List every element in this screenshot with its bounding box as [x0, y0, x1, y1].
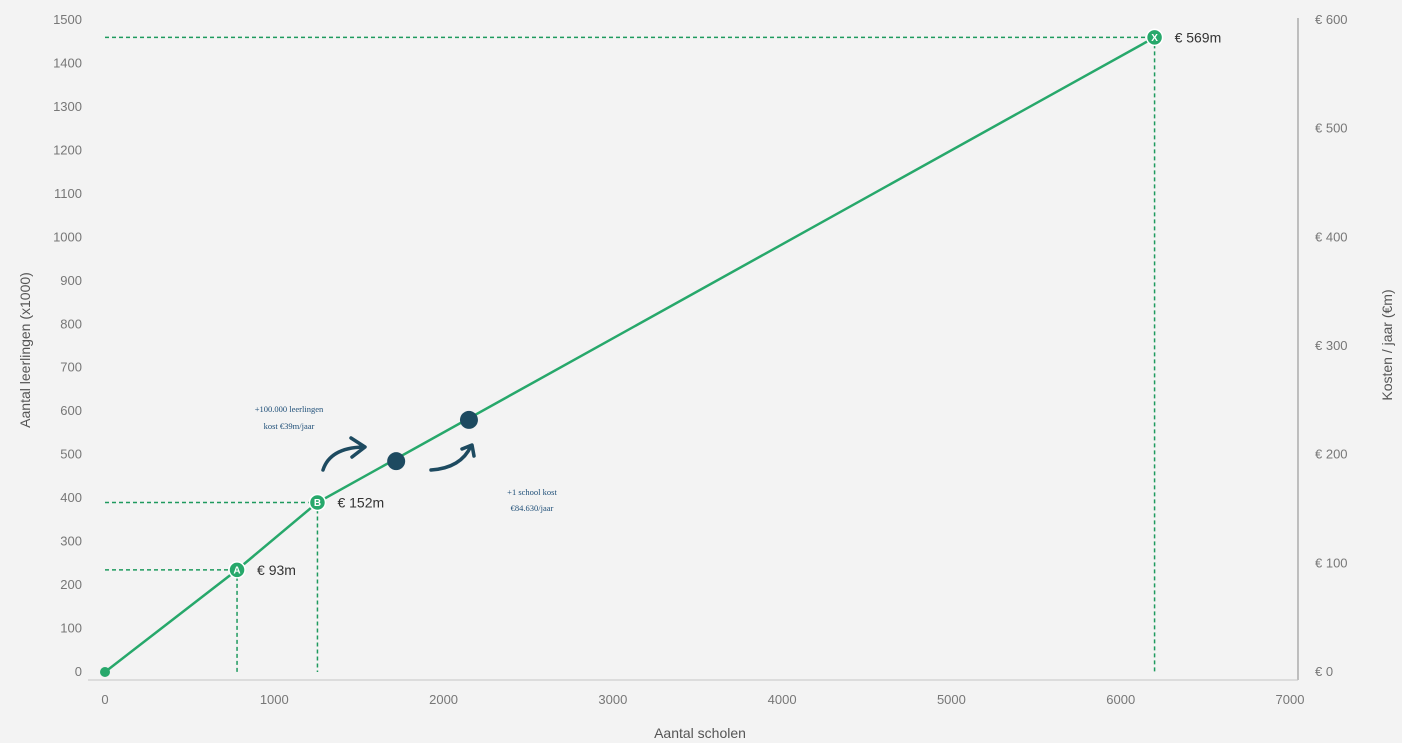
y-tick-label: 1000	[53, 229, 82, 244]
arrow-left-head-icon	[349, 436, 367, 459]
y-tick-label: 1300	[53, 99, 82, 114]
y-tick-label: 1400	[53, 55, 82, 70]
marker-circle	[1145, 28, 1164, 47]
cost-label: € 93m	[257, 562, 296, 578]
right-y-tick-label: € 400	[1315, 229, 1348, 244]
y-tick-label: 1200	[53, 142, 82, 157]
markers-layer: A € 93m B € 152m X € 569m	[228, 28, 1222, 579]
marker-a: A € 93m	[228, 561, 296, 579]
series-line	[104, 36, 1156, 673]
arrow-left-icon	[321, 445, 365, 472]
y-tick-label: 0	[75, 664, 82, 679]
marker-circle	[228, 561, 246, 579]
right-y-tick-labels: € 0 € 100 € 200 € 300 € 400 € 500 € 600	[1315, 12, 1348, 679]
y-tick-label: 100	[60, 621, 82, 636]
y-tick-label: 700	[60, 360, 82, 375]
annotation-2-line-2: €84.630/jaar	[511, 503, 554, 513]
arrows-layer	[321, 436, 476, 472]
y-tick-label: 200	[60, 577, 82, 592]
cost-label: € 569m	[1175, 29, 1222, 45]
right-y-tick-label: € 0	[1315, 664, 1333, 679]
marker-letter: X	[1151, 33, 1158, 44]
annotation-2-line-1: +1 school kost	[507, 487, 557, 497]
right-y-tick-label: € 200	[1315, 447, 1348, 462]
marker-letter: A	[233, 565, 240, 576]
marker-b: B € 152m	[308, 493, 384, 512]
x-tick-labels: 0 1000 2000 3000 4000 5000 6000 7000	[101, 692, 1304, 707]
x-tick-label: 1000	[260, 692, 289, 707]
highlight-point	[459, 410, 478, 429]
arrow-right-head-icon	[460, 443, 476, 458]
y-tick-label: 900	[60, 273, 82, 288]
marker-circle	[308, 493, 327, 512]
x-tick-label: 5000	[937, 692, 966, 707]
annotation-1-line-1: +100.000 leerlingen	[255, 404, 324, 414]
y-tick-label: 800	[60, 316, 82, 331]
y-tick-label: 1100	[54, 186, 82, 201]
y-tick-label: 400	[60, 490, 82, 505]
marker-x: X € 569m	[1145, 28, 1222, 47]
right-y-tick-label: € 600	[1315, 12, 1348, 27]
highlight-point	[387, 452, 406, 471]
y-tick-label: 300	[60, 534, 82, 549]
x-tick-label: 6000	[1106, 692, 1135, 707]
origin-point	[100, 667, 110, 677]
cost-label: € 152m	[337, 494, 384, 510]
right-y-axis-title: Kosten / jaar (€m)	[1379, 289, 1395, 400]
right-y-tick-label: € 100	[1315, 555, 1348, 570]
annotation-1-line-2: kost €39m/jaar	[264, 421, 315, 431]
y-tick-label: 600	[60, 403, 82, 418]
y-tick-labels: 0 100 200 300 400 500 600 700 800 900 1000 1100 1200…	[53, 12, 82, 679]
x-tick-label: 4000	[768, 692, 797, 707]
right-y-tick-label: € 300	[1315, 338, 1348, 353]
right-y-tick-label: € 500	[1315, 121, 1348, 136]
arrow-right-icon	[429, 444, 473, 472]
y-axis-title: Aantal leerlingen (x1000)	[17, 272, 33, 428]
y-tick-label: 1500	[53, 12, 82, 27]
x-axis-title: Aantal scholen	[654, 725, 746, 741]
guide-lines	[105, 36, 1156, 672]
x-tick-label: 7000	[1276, 692, 1305, 707]
x-tick-label: 0	[101, 692, 108, 707]
x-tick-label: 3000	[598, 692, 627, 707]
y-tick-label: 500	[60, 447, 82, 462]
marker-letter: B	[314, 498, 321, 509]
series-layer	[100, 36, 1156, 677]
x-tick-label: 2000	[429, 692, 458, 707]
